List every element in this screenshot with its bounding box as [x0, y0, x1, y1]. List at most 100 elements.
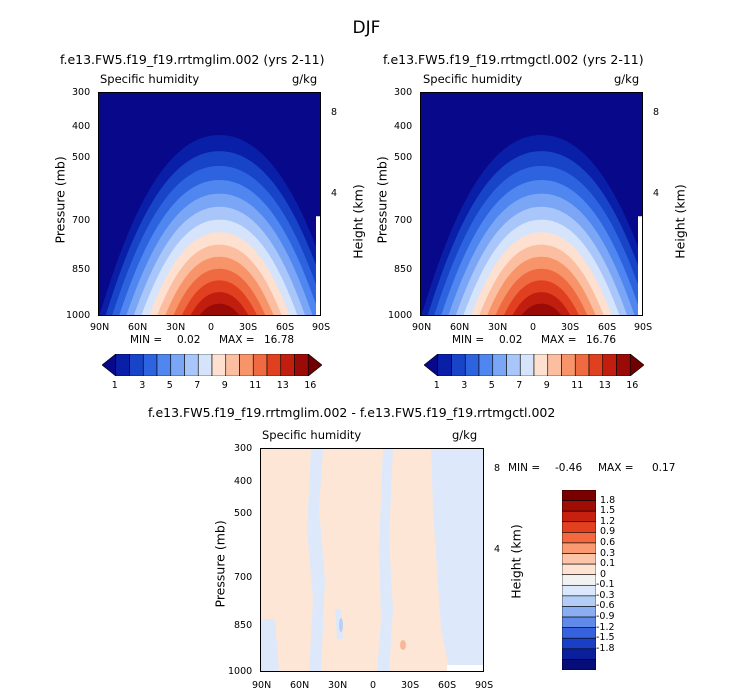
colorbar-box-1: [115, 354, 130, 376]
colorbar-label: 9: [221, 380, 228, 391]
diff-colorbar-label: 0.3: [600, 547, 616, 559]
colorbar-box-8: [533, 354, 549, 376]
colorbar-box-6: [184, 354, 199, 376]
colorbar-box-9: [547, 354, 562, 376]
panel3-ylabel: Pressure (mb): [212, 520, 228, 608]
panel2-colorbar: [424, 354, 644, 376]
diff-colorbar-label: 1.5: [600, 505, 616, 517]
panel2-title: f.e13.FW5.f19_f19.rrtmgctl.002 (yrs 2-11…: [383, 52, 644, 67]
diff-colorbar-label: 0: [600, 568, 607, 580]
panel3-title: f.e13.FW5.f19_f19.rrtmglim.002 - f.e13.F…: [148, 405, 556, 420]
colorbar-label: 16: [304, 380, 317, 391]
colorbar-box-5: [492, 354, 507, 376]
colorbar-label: 7: [194, 380, 201, 391]
diff-colorbar-label: 1.8: [600, 494, 616, 506]
colorbar-box-4: [156, 354, 172, 376]
colorbar-box-1: [437, 354, 452, 376]
diff-colorbar-label: -1.2: [596, 621, 615, 633]
panel2-contour-svg: [421, 93, 642, 315]
colorbar-box-12: [588, 354, 604, 376]
panel1-contour-svg: [99, 93, 320, 316]
diff-colorbar-label: 1.2: [600, 515, 616, 527]
colorbar-box-5: [170, 354, 185, 376]
panel2-ytick: 500: [394, 152, 413, 163]
diff-colorbar-box-11: [562, 606, 596, 618]
panel3-xtick: 90N: [252, 680, 272, 691]
diff-colorbar-label: 0.9: [600, 526, 616, 538]
diff-colorbar-box-9: [562, 584, 596, 597]
panel2-xtick: 60N: [450, 322, 470, 333]
panel3-negative-spot: [339, 618, 343, 632]
panel3-negative-region-2: [431, 449, 483, 667]
diff-colorbar-label: -0.9: [596, 611, 615, 623]
panel3-contour-svg: [261, 449, 483, 671]
panel2-xtick: 60S: [598, 322, 617, 333]
colorbar-label: 5: [488, 380, 495, 391]
diff-colorbar-box-7: [562, 563, 596, 576]
colorbar-box-0: [102, 354, 117, 376]
panel3-xtick: 30N: [328, 680, 348, 691]
colorbar-box-3: [464, 354, 480, 376]
panel1-xtick: 60N: [128, 322, 148, 333]
colorbar-label: 13: [598, 380, 611, 391]
panel3-ytick: 400: [234, 476, 253, 487]
panel3-ytick-right: 4: [494, 544, 501, 555]
panel3-units: g/kg: [452, 428, 478, 442]
colorbar-box-11: [574, 354, 590, 376]
diff-colorbar-label: -0.6: [596, 600, 615, 612]
colorbar-box-2: [129, 354, 144, 376]
panel2-ytick-right: 4: [653, 188, 660, 199]
panel2-contour-band-14: [521, 303, 562, 315]
colorbar-label: 11: [249, 380, 262, 391]
panel2-xtick: 90S: [634, 322, 653, 333]
diff-colorbar-box-2: [562, 510, 596, 523]
colorbar-box-14: [616, 354, 631, 376]
colorbar-box-11: [252, 354, 268, 376]
panel1-contour-band-14: [199, 303, 240, 315]
colorbar-box-3: [142, 354, 158, 376]
panel3-ytick: 1000: [228, 666, 253, 677]
panel3-ytick: 850: [234, 620, 253, 631]
diff-colorbar-box-5: [562, 542, 596, 554]
diff-colorbar-box-10: [562, 595, 596, 607]
panel2-ytick-right: 8: [653, 107, 660, 118]
panel3-max-label: MAX =: [598, 462, 634, 474]
panel2-min-label: MIN =: [452, 334, 485, 346]
panel1-contour-band-15: [205, 315, 233, 316]
panel2-left-string: Specific humidity: [423, 72, 523, 86]
panel1-max-label: MAX =: [219, 334, 255, 346]
colorbar-box-7: [197, 354, 213, 376]
panel3-ytick: 300: [234, 443, 253, 454]
panel1-xtick: 0: [208, 322, 215, 333]
panel2-xtick: 30S: [561, 322, 580, 333]
panel1-min-value: 0.02: [177, 334, 201, 346]
colorbar-label: 3: [139, 380, 146, 391]
panel2-max-label: MAX =: [541, 334, 577, 346]
colorbar-box-13: [280, 354, 295, 376]
diff-colorbar-label: 0.1: [600, 558, 616, 570]
panel1-xtick: 60S: [276, 322, 295, 333]
colorbar-box-2: [451, 354, 466, 376]
panel2-ytick: 850: [394, 264, 413, 275]
colorbar-box-9: [225, 354, 240, 376]
panel1-xtick: 30S: [239, 322, 258, 333]
panel2-plot-area: [420, 92, 643, 316]
panel1-ylabel: Pressure (mb): [52, 156, 68, 244]
panel3-plot-area: [260, 448, 484, 672]
panel1-ytick: 1000: [66, 310, 91, 321]
panel2-xtick: 90N: [412, 322, 432, 333]
diff-colorbar-box-0: [562, 490, 596, 501]
panel1-min-label: MIN =: [130, 334, 163, 346]
panel2-ytick: 300: [394, 87, 413, 98]
diff-colorbar-label: -1.8: [596, 642, 615, 654]
colorbar-label: 1: [111, 380, 118, 391]
colorbar-box-13: [602, 354, 617, 376]
colorbar-box-6: [506, 354, 521, 376]
panel2-ytick: 1000: [388, 310, 413, 321]
panel3-ytick-right: 8: [494, 463, 501, 474]
diff-colorbar-box-6: [562, 553, 596, 565]
panel1-ytick: 400: [72, 121, 91, 132]
panel3-positive-spot: [400, 640, 406, 650]
panel3-ytick: 500: [234, 508, 253, 519]
diff-colorbar-box-8: [562, 574, 596, 586]
